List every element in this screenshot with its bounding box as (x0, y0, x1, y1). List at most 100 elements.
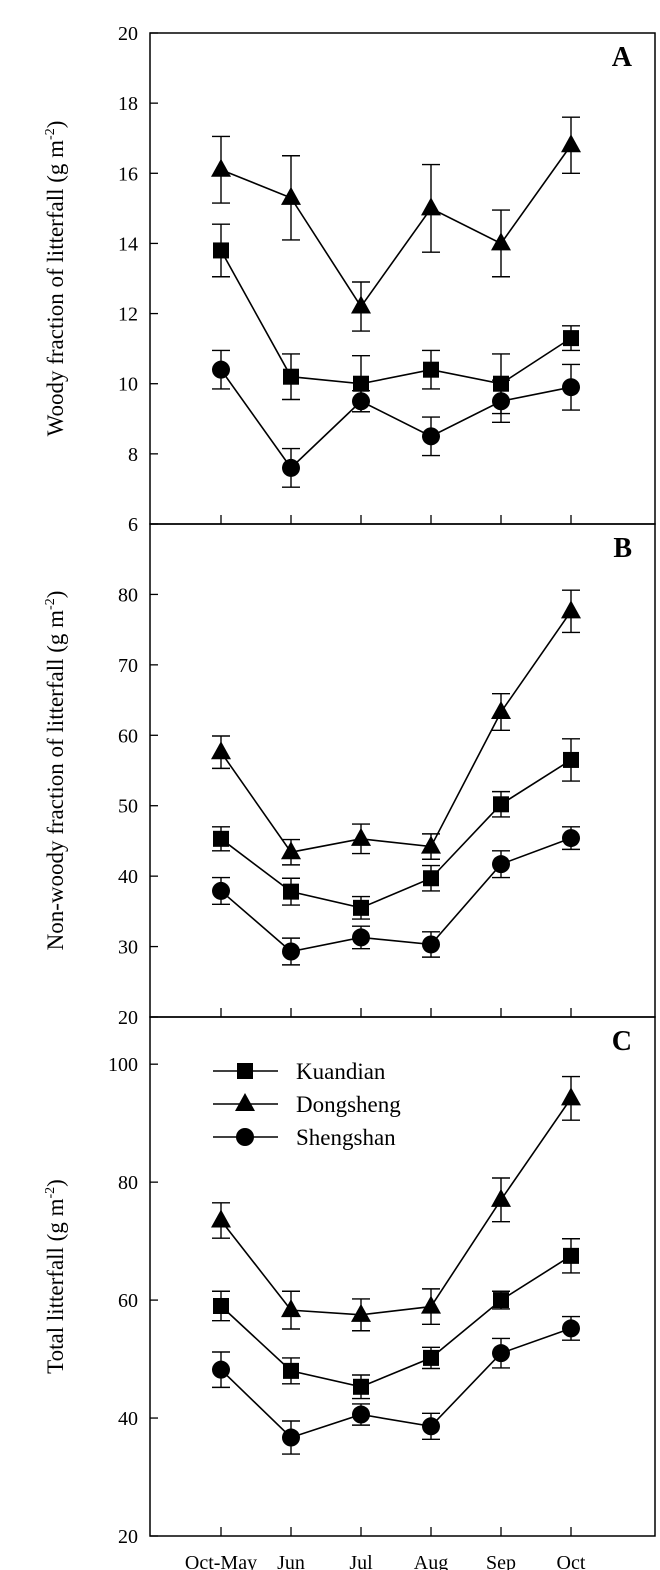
data-point-circle (352, 1405, 370, 1424)
data-point-triangle (281, 841, 301, 860)
series-line (220, 369, 572, 470)
data-point-triangle (281, 1299, 301, 1318)
y-axis-title-close: ) (43, 591, 68, 599)
data-point-circle (352, 392, 370, 411)
data-point-square (563, 330, 579, 347)
data-point-circle (562, 1319, 580, 1338)
legend-label: Shengshan (296, 1125, 396, 1150)
series-shengshan (212, 826, 580, 966)
y-tick-label: 20 (118, 23, 138, 45)
y-tick-label: 100 (108, 1054, 138, 1076)
series-line (220, 1097, 572, 1316)
y-tick-label: 40 (118, 866, 138, 888)
data-point-circle (212, 1360, 230, 1379)
y-tick-label: 80 (118, 584, 138, 606)
data-point-triangle (561, 600, 581, 619)
series-kuandian (212, 1238, 580, 1400)
data-point-triangle (351, 1303, 371, 1322)
data-point-square (493, 1292, 509, 1309)
data-point-square (213, 1297, 229, 1314)
data-point-triangle (211, 741, 231, 760)
y-axis-title-superscript: -2 (43, 1187, 58, 1199)
series-shengshan (212, 349, 580, 488)
y-tick-label: 20 (118, 1526, 138, 1548)
plot-frame (149, 32, 656, 525)
series-line (220, 837, 572, 953)
series-line (220, 610, 572, 854)
data-point-triangle (211, 1209, 231, 1228)
y-tick-label: 60 (118, 1290, 138, 1312)
y-axis-title-superscript: -2 (43, 128, 58, 140)
x-tick-label: Jul (349, 1552, 373, 1570)
y-tick-label: 8 (128, 444, 138, 466)
legend-marker-triangle (235, 1093, 255, 1111)
data-point-triangle (211, 158, 231, 177)
series-line (220, 1327, 572, 1439)
data-point-triangle (281, 186, 301, 205)
y-tick-label: 18 (118, 93, 138, 115)
y-axis-title: Non-woody fraction of litterfall (g m-2) (43, 591, 68, 951)
data-point-circle (282, 942, 300, 961)
data-point-circle (492, 392, 510, 411)
data-point-square (283, 883, 299, 900)
data-point-triangle (561, 134, 581, 153)
series-line (220, 144, 572, 308)
data-point-triangle (421, 197, 441, 216)
y-axis-title-text: Woody fraction of litterfall (g m (43, 140, 68, 437)
data-point-circle (352, 928, 370, 947)
data-point-square (353, 899, 369, 916)
data-point-square (423, 1349, 439, 1366)
panel-c: 20 40 60 80 100 C Total litterfall (g m-2) Kuan… (43, 1016, 656, 1570)
data-point-circle (492, 1344, 510, 1363)
data-point-square (353, 1378, 369, 1395)
series-kuandian (212, 223, 580, 415)
y-tick-label: 60 (118, 725, 138, 747)
series-line (220, 1255, 572, 1388)
y-axis-title: Woody fraction of litterfall (g m-2) (43, 121, 68, 437)
data-point-circle (282, 1428, 300, 1447)
data-point-circle (282, 458, 300, 477)
data-point-triangle (561, 1087, 581, 1106)
legend-marker-circle (236, 1128, 254, 1146)
data-point-triangle (421, 835, 441, 854)
x-tick-label: Oct (557, 1552, 586, 1570)
data-point-circle (212, 881, 230, 900)
data-point-square (563, 751, 579, 768)
y-axis-title-text: Non-woody fraction of litterfall (g m (43, 610, 68, 951)
series-dongsheng (211, 1075, 581, 1332)
panel-label: A (612, 42, 633, 73)
data-point-circle (422, 1417, 440, 1436)
data-point-square (213, 830, 229, 847)
y-tick-label: 80 (118, 1172, 138, 1194)
y-tick-label: 30 (118, 937, 138, 959)
data-point-circle (422, 935, 440, 954)
series-shengshan (212, 1315, 580, 1455)
data-point-triangle (491, 1188, 511, 1207)
series-dongsheng (211, 589, 581, 866)
y-axis-title-superscript: -2 (43, 598, 58, 610)
x-tick-label: Jun (277, 1552, 305, 1570)
y-tick-label: 6 (128, 514, 138, 536)
legend-label: Dongsheng (296, 1092, 401, 1117)
data-point-triangle (491, 232, 511, 251)
data-point-square (423, 361, 439, 378)
data-point-square (423, 870, 439, 887)
y-tick-label: 16 (118, 163, 138, 185)
y-tick-label: 10 (118, 374, 138, 396)
series-kuandian (212, 738, 580, 920)
data-point-circle (562, 378, 580, 397)
data-point-circle (422, 427, 440, 446)
data-point-square (353, 375, 369, 392)
y-axis-title: Total litterfall (g m-2) (43, 1179, 68, 1374)
x-tick-label: Aug (414, 1552, 448, 1570)
legend-marker-square (237, 1063, 253, 1079)
y-axis-title-close: ) (43, 1179, 68, 1187)
y-tick-label: 14 (118, 233, 138, 255)
data-point-triangle (421, 1295, 441, 1314)
data-point-square (283, 368, 299, 385)
y-tick-label: 40 (118, 1408, 138, 1430)
y-tick-label: 12 (118, 304, 138, 326)
y-axis-title-close: ) (43, 121, 68, 129)
plot-frame (149, 523, 656, 1018)
